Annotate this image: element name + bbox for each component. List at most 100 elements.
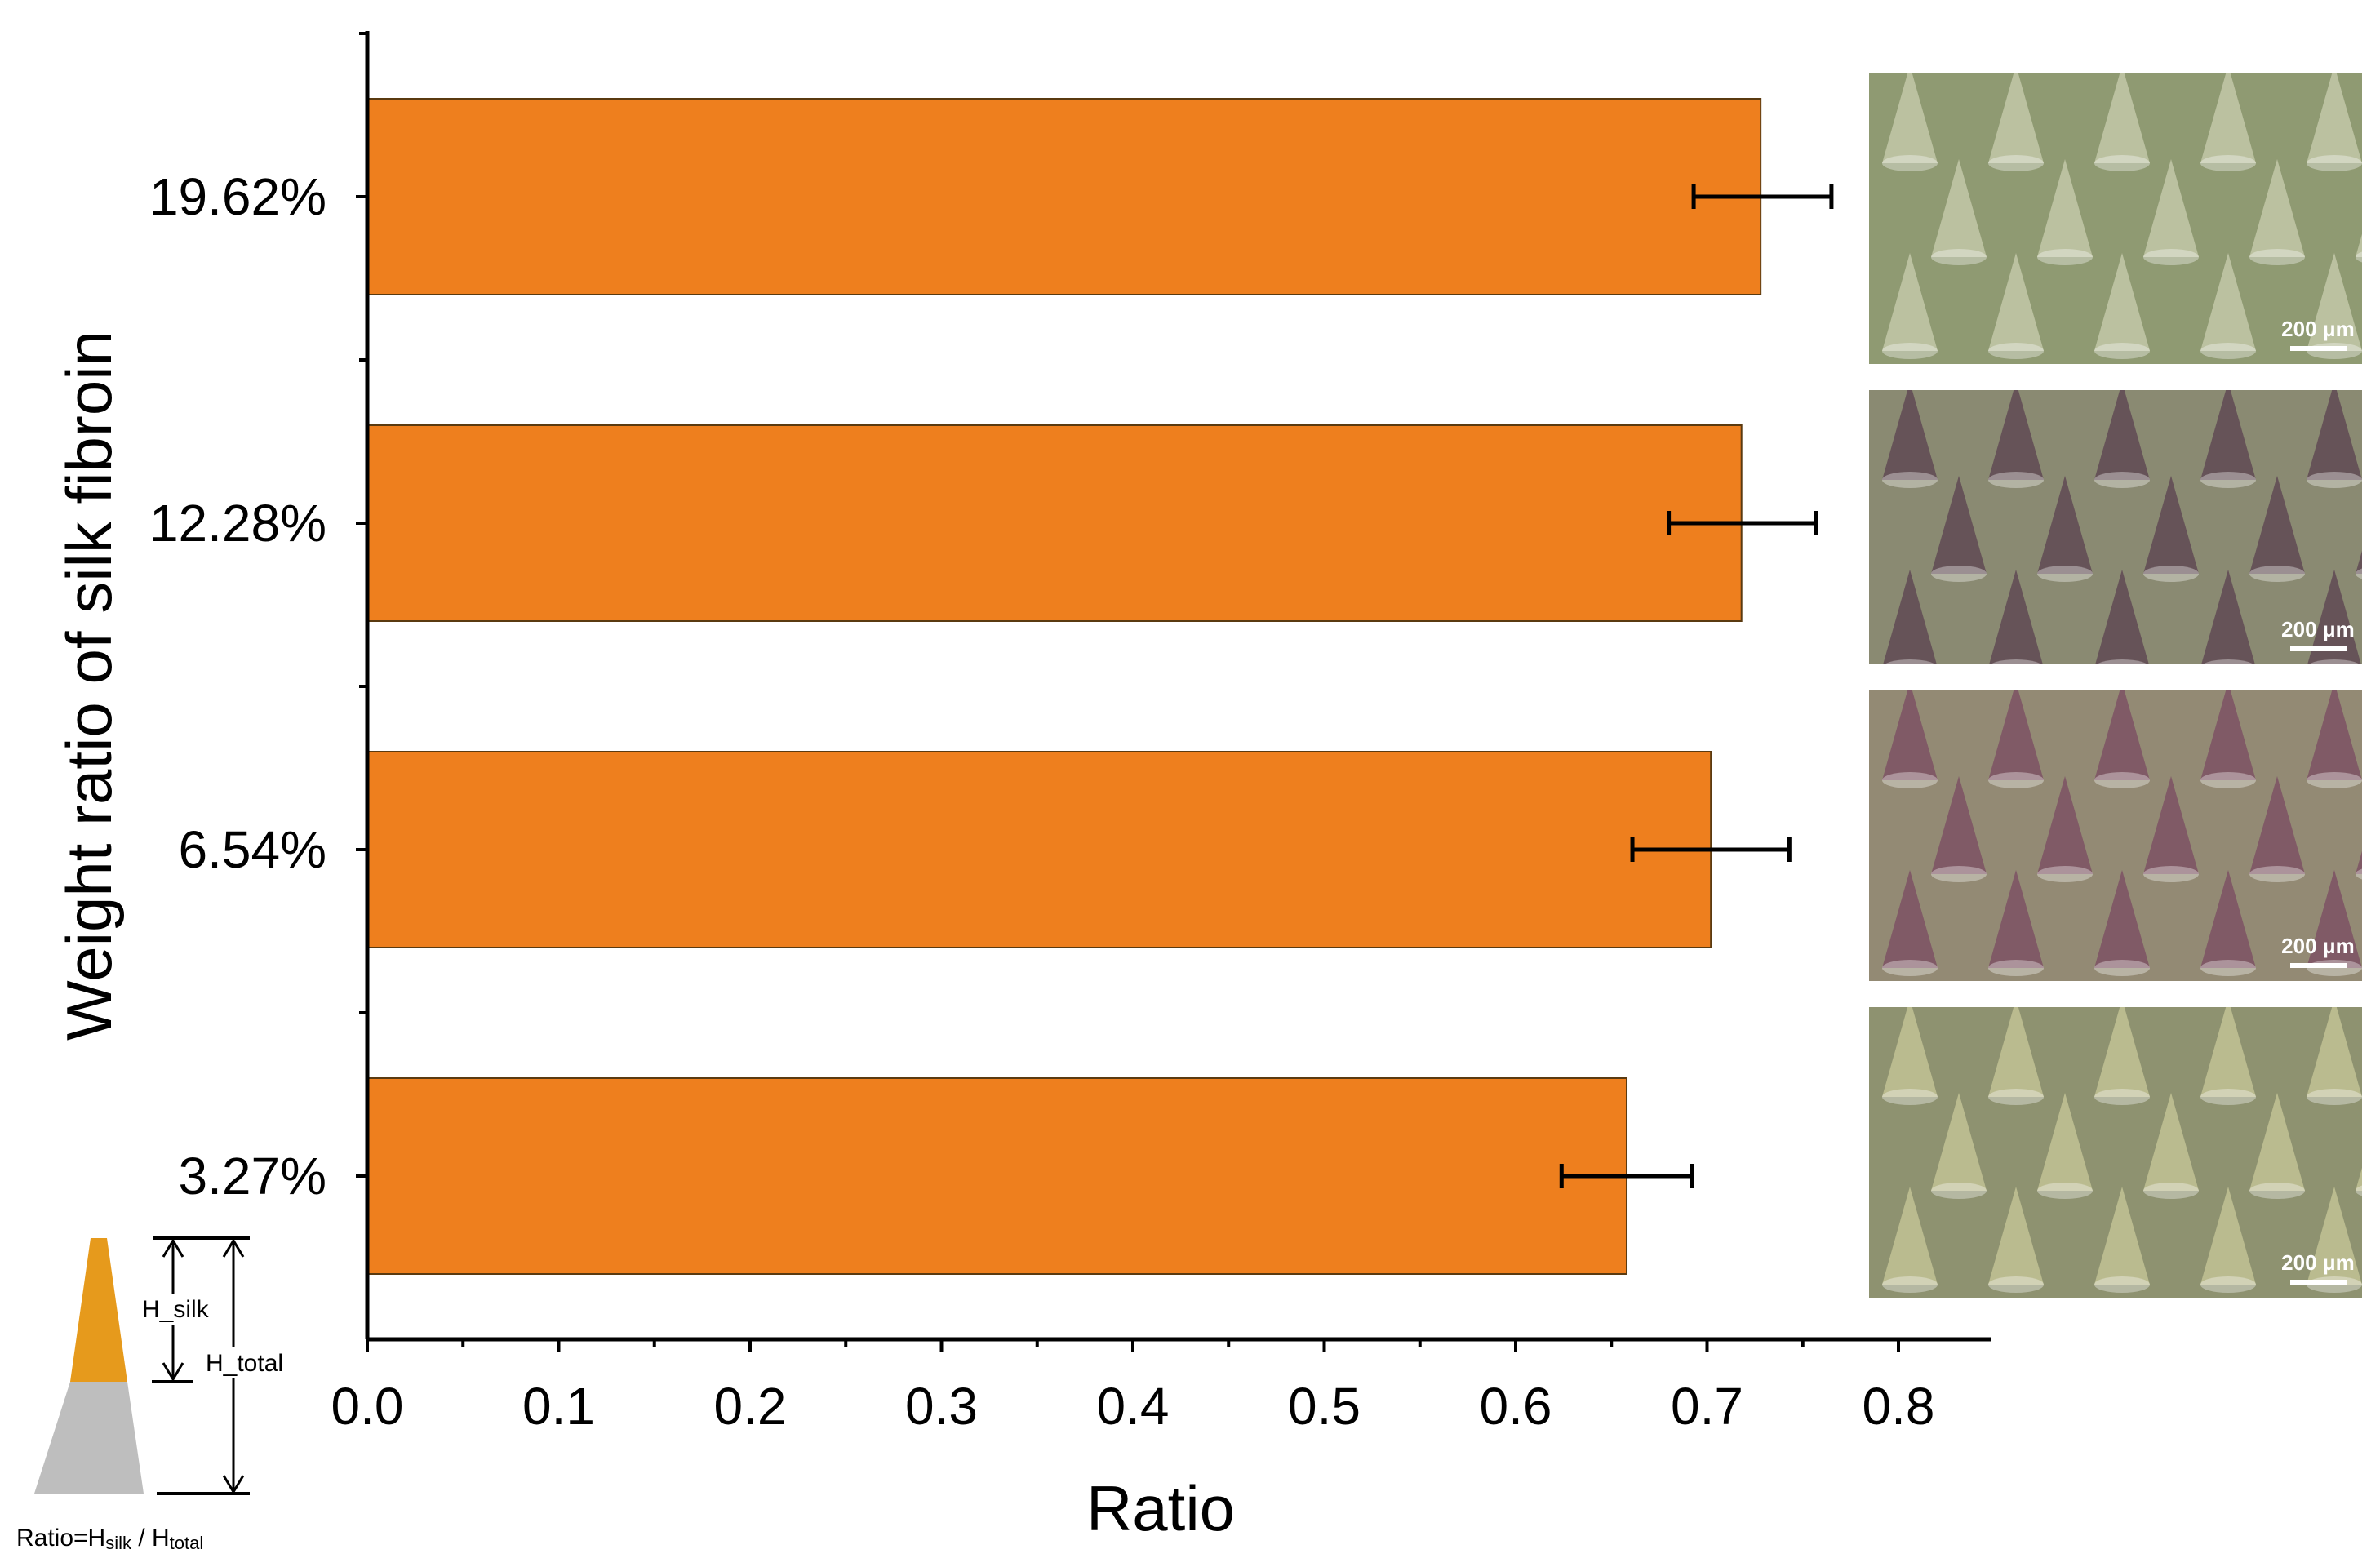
microneedle-cone <box>2307 253 2362 351</box>
microneedle-cone <box>2249 776 2305 874</box>
microneedle-cone <box>2356 850 2362 874</box>
scale-bar-label: 200 μm <box>2281 934 2355 958</box>
microneedle-cone <box>2143 1093 2199 1191</box>
microneedle-cone <box>2200 1187 2256 1285</box>
microneedle-base <box>1988 155 2044 171</box>
microneedle-cone <box>1988 1187 2044 1285</box>
h-total-label: H_total <box>206 1350 283 1377</box>
microneedle-cone <box>2200 690 2256 780</box>
scale-bar-label: 200 μm <box>2281 317 2355 341</box>
microneedle-cone <box>2200 73 2256 163</box>
microneedle-cone <box>2307 690 2362 780</box>
formula-mid: / H <box>131 1525 170 1551</box>
microneedle-cone <box>2201 570 2255 664</box>
microneedle-base <box>2356 1185 2362 1196</box>
microneedle-base <box>1988 343 2044 359</box>
silk-arrow-down-head <box>162 1362 184 1382</box>
scale-bar <box>2290 346 2347 351</box>
scale-bar-label: 200 μm <box>2281 1250 2355 1275</box>
microneedle-base <box>2200 1276 2256 1293</box>
microneedle-base <box>2094 343 2150 359</box>
error-bars-group <box>1559 184 1834 1188</box>
microneedle-cone <box>2200 253 2256 351</box>
microneedle-base <box>2249 566 2305 582</box>
microneedle-cone <box>2094 253 2150 351</box>
microneedle-cone <box>1988 690 2044 780</box>
microneedle-cone <box>2094 870 2150 968</box>
microneedle-base <box>1882 343 1938 359</box>
microneedle-cone <box>2307 570 2361 664</box>
microneedle-base <box>2200 472 2256 488</box>
microneedle-base <box>1882 1276 1938 1293</box>
microneedle-cone <box>2356 233 2362 257</box>
microneedle-cone <box>2249 476 2305 574</box>
microneedle-base <box>2308 659 2360 664</box>
y-ticks-group: 3.27% 6.54% 12.28% 19.62% <box>149 32 367 1205</box>
bar-6.54% <box>366 751 1712 948</box>
ratio-formula: Ratio=Hsilk / Htotal <box>16 1525 203 1553</box>
microneedle-base <box>1988 772 2044 788</box>
microneedle-cone <box>2307 1187 2362 1285</box>
x-axis-title: Ratio <box>1086 1472 1235 1544</box>
microneedle-base <box>2096 659 2148 664</box>
micrograph-19.62%: 200 μm <box>1869 73 2362 364</box>
microneedle-base <box>2307 772 2362 788</box>
microneedle-base <box>2094 1089 2150 1105</box>
cone-schematic: H_silk H_total Ratio=Hsilk / Htotal <box>16 1236 294 1553</box>
microneedle-cone <box>1931 776 1987 874</box>
microneedle-base <box>2356 568 2362 579</box>
microneedle-cone <box>2094 1187 2150 1285</box>
microneedle-base <box>2143 1183 2199 1199</box>
microneedle-base <box>2037 866 2093 882</box>
microneedle-cone <box>1882 690 1938 780</box>
x-tick-label-0.1: 0.1 <box>522 1377 595 1436</box>
microneedle-cone <box>2143 776 2199 874</box>
microneedle-base <box>1884 659 1936 664</box>
microneedle-base <box>2307 472 2362 488</box>
microneedle-base <box>2094 155 2150 171</box>
x-tick-label-0.4: 0.4 <box>1097 1377 1170 1436</box>
x-tick-label-0.8: 0.8 <box>1863 1377 1935 1436</box>
error-bar-12.28% <box>1667 511 1818 535</box>
bar-19.62% <box>366 98 1762 295</box>
microneedle-cone <box>1883 570 1937 664</box>
microneedle-cone <box>2307 73 2362 163</box>
microneedle-cone <box>2143 159 2199 257</box>
microneedle-cone <box>2249 159 2305 257</box>
bar-12.28% <box>366 424 1743 622</box>
x-tick-label-0.2: 0.2 <box>714 1377 787 1436</box>
x-tick-label-0.7: 0.7 <box>1671 1377 1743 1436</box>
microneedle-base <box>2356 868 2362 880</box>
microneedle-cone <box>1989 570 2043 664</box>
microneedle-cone <box>1988 73 2044 163</box>
cone-base-gray <box>34 1382 144 1494</box>
error-bar-6.54% <box>1630 837 1792 862</box>
microneedle-cone <box>1931 1093 1987 1191</box>
microneedle-base <box>1931 1183 1987 1199</box>
formula-total-sub: total <box>170 1533 204 1553</box>
microneedle-base <box>1882 472 1938 488</box>
microneedle-base <box>1882 155 1938 171</box>
microneedle-cone <box>2037 776 2093 874</box>
total-label-bg <box>202 1347 294 1378</box>
microneedle-cone <box>1882 870 1938 968</box>
microneedle-base <box>1931 866 1987 882</box>
microneedle-base <box>2143 249 2199 265</box>
total-arrow-down-head <box>222 1475 245 1494</box>
scale-bar-label: 200 μm <box>2281 617 2355 641</box>
microneedle-cone <box>1882 1187 1938 1285</box>
microneedle-base <box>2356 251 2362 263</box>
microneedle-cone <box>2037 159 2093 257</box>
microneedle-base <box>2249 249 2305 265</box>
microneedle-cone <box>2200 1007 2256 1097</box>
microneedle-base <box>1882 960 1938 976</box>
error-bar-3.27% <box>1559 1164 1694 1188</box>
formula-prefix: Ratio=H <box>16 1525 105 1551</box>
microneedle-base <box>2200 1089 2256 1105</box>
y-tick-label-3.27%: 3.27% <box>179 1147 326 1205</box>
micrograph-3.27%: 200 μm <box>1869 1007 2362 1298</box>
micrograph-12.28%: 200 μm <box>1869 390 2362 664</box>
microneedle-cone <box>2094 73 2150 163</box>
microneedle-cone <box>2200 390 2256 480</box>
